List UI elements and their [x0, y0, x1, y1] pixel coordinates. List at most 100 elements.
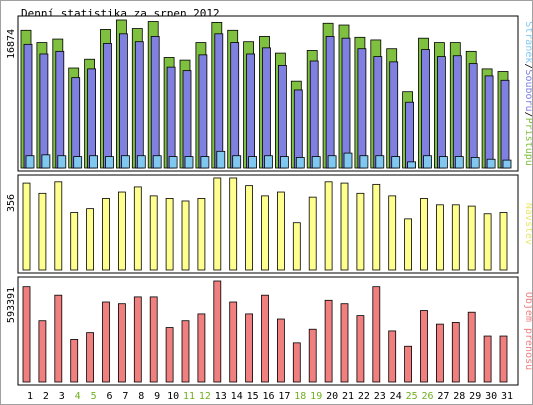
- x-tick-label-day-13: 13: [215, 391, 227, 402]
- bar-visits-day-15: [245, 185, 254, 271]
- bar-visits-day-8: [133, 186, 142, 271]
- x-tick-label-day-27: 27: [437, 391, 449, 402]
- bar-kbytes-day-2: [38, 320, 47, 383]
- bar-pages-day-30: [486, 158, 496, 169]
- x-tick-label-day-4: 4: [75, 391, 81, 402]
- bar-visits-day-2: [38, 192, 47, 271]
- legend-volume: Objem přenosu: [523, 292, 533, 370]
- bar-files-day-28: [452, 55, 462, 169]
- bar-files-day-14: [230, 42, 240, 169]
- bar-kbytes-day-15: [245, 313, 254, 383]
- bar-kbytes-day-4: [70, 339, 79, 383]
- bar-visits-day-31: [499, 212, 508, 271]
- bar-kbytes-day-30: [483, 335, 492, 383]
- bar-kbytes-day-23: [372, 286, 381, 383]
- x-tick-label-day-25: 25: [406, 391, 418, 402]
- bar-pages-day-13: [216, 150, 226, 169]
- bar-visits-day-17: [276, 191, 285, 271]
- bar-pages-day-19: [311, 156, 321, 169]
- bar-kbytes-day-9: [149, 296, 158, 383]
- bar-pages-day-20: [327, 155, 337, 169]
- x-tick-label-day-15: 15: [247, 391, 259, 402]
- legend-traffic: Stránek/Souborů/Přístupů: [523, 21, 533, 166]
- bar-visits-day-10: [165, 198, 174, 271]
- x-tick-label-day-8: 8: [138, 391, 144, 402]
- bar-files-day-21: [341, 37, 351, 169]
- legend-item-traffic-2: Souborů: [523, 69, 533, 111]
- bar-pages-day-21: [343, 152, 353, 169]
- bar-kbytes-day-14: [229, 301, 238, 383]
- bar-visits-day-26: [420, 198, 428, 271]
- bar-visits-day-9: [149, 195, 158, 271]
- x-tick-label-day-28: 28: [453, 391, 465, 402]
- bar-kbytes-day-5: [86, 332, 94, 383]
- legend-item-volume-0: Objem přenosu: [523, 292, 533, 370]
- bar-pages-day-29: [470, 157, 480, 169]
- x-tick-label-day-19: 19: [310, 391, 322, 402]
- bar-visits-day-28: [451, 204, 460, 271]
- bar-visits-day-22: [356, 192, 365, 271]
- bar-pages-day-15: [248, 156, 258, 169]
- bar-visits-day-21: [340, 182, 349, 271]
- bar-kbytes-day-7: [118, 303, 126, 383]
- bar-visits-day-16: [261, 195, 269, 271]
- bar-kbytes-day-26: [420, 310, 428, 383]
- bar-files-day-8: [134, 41, 144, 169]
- bar-files-day-5: [87, 68, 96, 169]
- bar-pages-day-28: [454, 156, 464, 169]
- x-tick-label-day-1: 1: [27, 391, 33, 402]
- x-tick-label-day-10: 10: [167, 391, 179, 402]
- bar-files-day-4: [71, 77, 81, 169]
- bar-visits-day-12: [197, 198, 206, 271]
- bar-visits-day-23: [372, 183, 381, 271]
- x-tick-label-day-5: 5: [91, 391, 97, 402]
- bar-pages-day-18: [295, 157, 305, 169]
- x-tick-label-day-9: 9: [154, 391, 160, 402]
- bar-files-day-2: [39, 53, 49, 169]
- bar-kbytes-day-19: [308, 328, 317, 383]
- bar-files-day-3: [55, 50, 65, 169]
- bar-kbytes-day-18: [292, 342, 301, 383]
- legend-item-traffic-3: /: [523, 112, 533, 118]
- bar-pages-day-17: [279, 156, 289, 169]
- x-tick-label-day-3: 3: [59, 391, 65, 402]
- legend-item-traffic-0: Stránek: [523, 21, 533, 63]
- x-tick-label-day-21: 21: [342, 391, 354, 402]
- bar-visits-day-7: [118, 191, 126, 271]
- bar-visits-day-11: [181, 200, 190, 271]
- bar-kbytes-day-31: [499, 335, 508, 383]
- x-tick-label-day-14: 14: [231, 391, 243, 402]
- bar-files-day-17: [277, 64, 287, 169]
- bar-visits-day-25: [404, 218, 413, 271]
- bar-pages-day-31: [502, 159, 512, 169]
- bar-pages-day-1: [25, 155, 35, 169]
- bar-pages-day-2: [41, 154, 51, 169]
- bar-files-day-25: [405, 101, 415, 169]
- bar-kbytes-day-25: [404, 345, 413, 383]
- bar-kbytes-day-27: [435, 323, 444, 383]
- bar-visits-day-4: [70, 212, 79, 271]
- x-tick-label-day-23: 23: [374, 391, 386, 402]
- legend-item-visits-0: Návštěv: [523, 203, 533, 245]
- bar-pages-day-11: [184, 156, 194, 169]
- x-tick-label-day-16: 16: [262, 391, 274, 402]
- bar-pages-day-24: [391, 156, 401, 169]
- bar-kbytes-day-1: [22, 286, 31, 383]
- x-tick-label-day-20: 20: [326, 391, 338, 402]
- bar-kbytes-day-20: [324, 299, 333, 383]
- bar-visits-day-24: [388, 195, 397, 271]
- legend-item-traffic-4: Přístupů: [523, 118, 533, 166]
- bar-kbytes-day-3: [54, 294, 63, 383]
- x-tick-label-day-12: 12: [199, 391, 211, 402]
- bar-pages-day-14: [232, 155, 242, 169]
- x-tick-label-day-17: 17: [278, 391, 290, 402]
- bar-kbytes-day-28: [451, 322, 460, 383]
- bar-files-day-9: [150, 36, 160, 169]
- bar-kbytes-day-29: [467, 311, 476, 383]
- x-tick-label-day-24: 24: [390, 391, 402, 402]
- bar-visits-day-19: [308, 196, 317, 271]
- bar-pages-day-23: [375, 155, 385, 169]
- bar-files-day-1: [23, 43, 33, 169]
- bar-kbytes-day-11: [181, 320, 190, 383]
